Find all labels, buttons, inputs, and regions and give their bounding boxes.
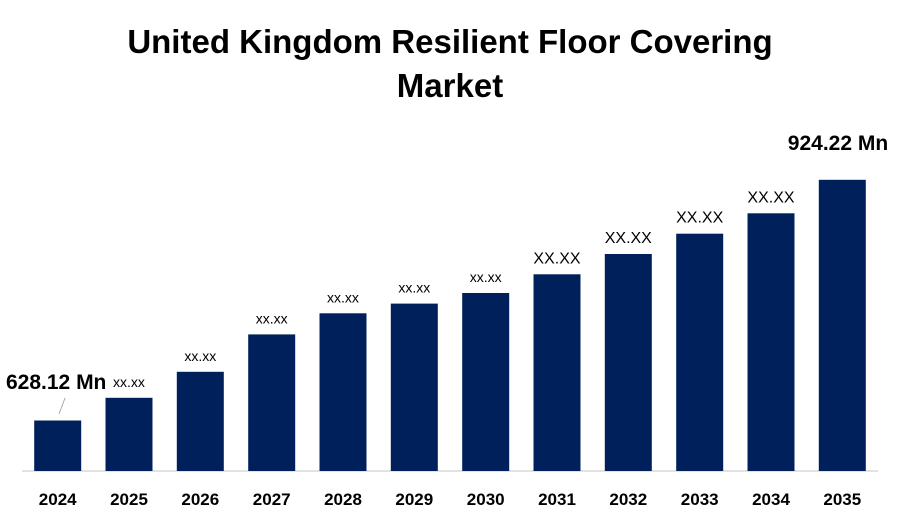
bar-2034 — [747, 213, 795, 472]
data-label-2027: xx.xx — [256, 310, 288, 326]
chart-title: United Kingdom Resilient Floor Covering … — [0, 20, 900, 108]
data-label-2029: xx.xx — [398, 280, 430, 296]
bar-2031 — [533, 274, 581, 471]
bar-2029 — [390, 303, 438, 471]
data-label-2035: 924.22 Mn — [788, 132, 888, 155]
bar-series — [34, 179, 866, 472]
tick-label-2024: 2024 — [39, 490, 77, 509]
bar-2035 — [818, 179, 866, 472]
leader-line — [58, 397, 66, 415]
chart-title-line-1: United Kingdom Resilient Floor Covering — [127, 23, 773, 60]
data-labels: 628.12 Mn xx.xx xx.xx xx.xx xx.xx xx.xx xx.xx X… — [6, 132, 888, 394]
data-label-2033: XX.XX — [676, 210, 723, 227]
data-label-2034: XX.XX — [747, 189, 794, 206]
data-label-2028: xx.xx — [327, 289, 359, 305]
data-label-2025: xx.xx — [113, 374, 145, 390]
tick-label-2027: 2027 — [253, 490, 291, 509]
data-label-2031: XX.XX — [533, 250, 580, 267]
x-tick-labels: 2024 2025 2026 2027 2028 2029 2030 2031 2032 2033… — [39, 490, 861, 509]
tick-label-2028: 2028 — [324, 490, 362, 509]
tick-label-2034: 2034 — [752, 490, 790, 509]
bar-2026 — [176, 371, 224, 471]
tick-label-2032: 2032 — [609, 490, 647, 509]
tick-label-2030: 2030 — [467, 490, 505, 509]
tick-label-2031: 2031 — [538, 490, 576, 509]
bar-2025 — [105, 397, 153, 471]
bar-2032 — [604, 254, 652, 471]
data-label-2030: xx.xx — [470, 269, 502, 285]
bar-2027 — [248, 334, 296, 471]
tick-label-2026: 2026 — [181, 490, 219, 509]
tick-label-2025: 2025 — [110, 490, 148, 509]
tick-label-2033: 2033 — [681, 490, 719, 509]
data-label-2024: 628.12 Mn — [6, 371, 106, 394]
data-label-2032: XX.XX — [605, 230, 652, 247]
bar-2030 — [462, 293, 510, 471]
data-label-2026: xx.xx — [184, 348, 216, 364]
tick-label-2035: 2035 — [823, 490, 861, 509]
tick-label-2029: 2029 — [395, 490, 433, 509]
bar-2024 — [34, 420, 82, 471]
bar-2028 — [319, 313, 367, 471]
chart-title-line-2: Market — [396, 67, 504, 104]
bar-2033 — [676, 233, 724, 471]
